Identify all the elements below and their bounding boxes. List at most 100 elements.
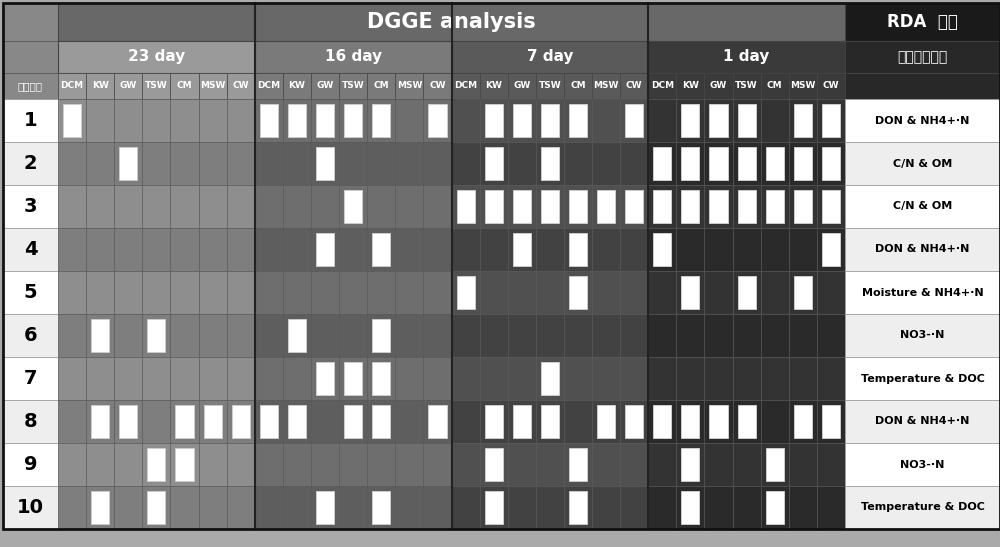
Bar (452, 486, 480, 529)
Text: TSW: TSW (539, 82, 561, 90)
Text: TSW: TSW (735, 82, 758, 90)
Bar (761, 400, 789, 443)
Bar (423, 99, 452, 142)
Text: C/N & OM: C/N & OM (893, 201, 952, 212)
Bar (620, 486, 648, 529)
Bar (395, 142, 423, 185)
Text: KW: KW (92, 82, 109, 90)
Text: RDA  分析: RDA 分析 (887, 13, 958, 31)
Bar (480, 185, 508, 228)
Bar (170, 99, 199, 142)
Bar (620, 400, 648, 443)
Bar (709, 147, 728, 180)
Text: 3: 3 (24, 197, 37, 216)
Bar (794, 405, 812, 438)
Bar (620, 142, 648, 185)
Text: DON & NH4+·N: DON & NH4+·N (875, 416, 970, 427)
Bar (676, 357, 704, 400)
Bar (597, 190, 615, 223)
Bar (339, 443, 367, 486)
Bar (395, 99, 423, 142)
Bar (794, 276, 812, 309)
Bar (480, 271, 508, 314)
Bar (311, 443, 339, 486)
Bar (423, 314, 452, 357)
Bar (508, 228, 536, 271)
Bar (423, 357, 452, 400)
Bar (227, 357, 255, 400)
Bar (344, 104, 362, 137)
Bar (817, 228, 845, 271)
Bar (789, 443, 817, 486)
Bar (204, 405, 222, 438)
Bar (255, 486, 283, 529)
Bar (339, 357, 367, 400)
Bar (170, 400, 199, 443)
Bar (789, 271, 817, 314)
Bar (845, 41, 1000, 73)
Bar (114, 271, 142, 314)
Bar (58, 73, 86, 99)
Bar (541, 147, 559, 180)
Bar (3, 271, 58, 314)
Bar (761, 228, 789, 271)
Bar (620, 314, 648, 357)
Text: DCM: DCM (454, 82, 477, 90)
Bar (147, 448, 165, 481)
Bar (676, 400, 704, 443)
Bar (311, 73, 339, 99)
Bar (817, 486, 845, 529)
Bar (3, 357, 58, 400)
Bar (283, 185, 311, 228)
Bar (592, 400, 620, 443)
Bar (283, 400, 311, 443)
Bar (564, 443, 592, 486)
Bar (536, 73, 564, 99)
Bar (704, 228, 733, 271)
Bar (648, 41, 845, 73)
Bar (766, 190, 784, 223)
Bar (86, 228, 114, 271)
Bar (789, 400, 817, 443)
Bar (114, 185, 142, 228)
Text: MSW: MSW (790, 82, 816, 90)
Bar (170, 271, 199, 314)
Bar (766, 448, 784, 481)
Bar (452, 142, 480, 185)
Text: MSW: MSW (397, 82, 422, 90)
Bar (283, 73, 311, 99)
Bar (311, 99, 339, 142)
Bar (620, 271, 648, 314)
Bar (86, 142, 114, 185)
Text: 16 day: 16 day (325, 49, 382, 65)
Bar (255, 142, 283, 185)
Bar (817, 271, 845, 314)
Bar (3, 185, 58, 228)
Bar (845, 228, 1000, 271)
Bar (175, 405, 194, 438)
Bar (738, 147, 756, 180)
Bar (761, 443, 789, 486)
Bar (845, 142, 1000, 185)
Bar (58, 185, 86, 228)
Bar (485, 448, 503, 481)
Bar (227, 314, 255, 357)
Bar (58, 228, 86, 271)
Bar (485, 104, 503, 137)
Bar (620, 73, 648, 99)
Bar (367, 99, 395, 142)
Text: KW: KW (682, 82, 699, 90)
Bar (311, 400, 339, 443)
Bar (620, 185, 648, 228)
Bar (676, 271, 704, 314)
Bar (91, 405, 109, 438)
Bar (199, 228, 227, 271)
Bar (395, 228, 423, 271)
Bar (789, 314, 817, 357)
Bar (508, 486, 536, 529)
Bar (822, 147, 840, 180)
Bar (564, 73, 592, 99)
Bar (288, 405, 306, 438)
Text: 6: 6 (24, 326, 37, 345)
Bar (569, 276, 587, 309)
